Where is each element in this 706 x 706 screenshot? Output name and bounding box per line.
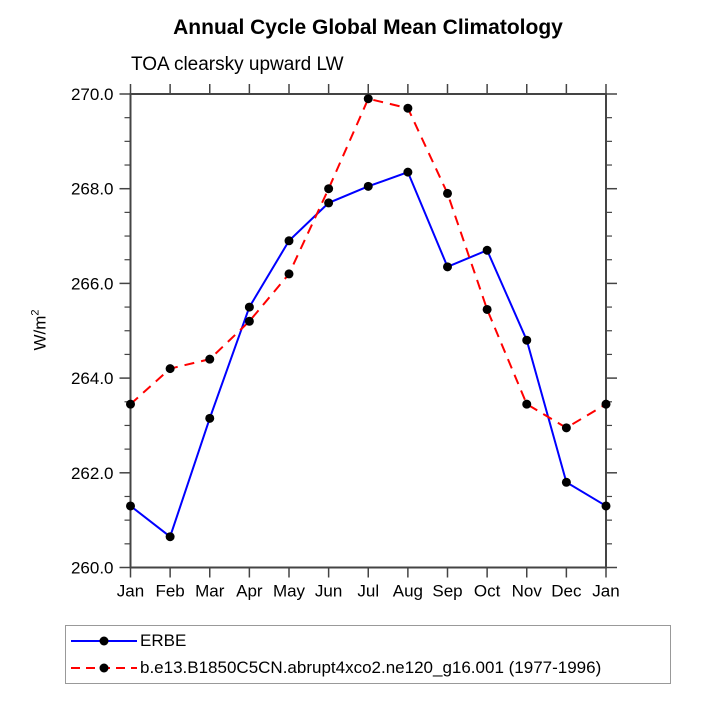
x-tick-label: Mar [195, 582, 225, 601]
model-data-point [126, 399, 135, 409]
y-tick-label: 264.0 [71, 369, 114, 388]
model-line [129, 97, 607, 429]
x-tick-label: Nov [512, 582, 543, 601]
x-tick-label: Jan [117, 582, 144, 601]
model-data-point [363, 94, 373, 104]
model-data-point [205, 354, 215, 364]
erbe-data-point [561, 477, 571, 487]
y-tick-label: 260.0 [71, 559, 114, 578]
legend-marker-sample [99, 663, 109, 673]
model-data-point [284, 269, 294, 279]
y-tick-label: 268.0 [71, 180, 114, 199]
erbe-data-point [522, 335, 532, 345]
model-data-point [165, 364, 175, 374]
legend: ERBE b.e13.B1850C5CN.abrupt4xco2.ne120_g… [65, 625, 671, 684]
x-tick-label: Dec [551, 582, 582, 601]
legend-marker-sample [99, 636, 109, 646]
erbe-data-point [363, 181, 373, 191]
x-tick-label: May [273, 582, 306, 601]
x-tick-label: Sep [432, 582, 462, 601]
erbe-line [129, 170, 607, 539]
legend-label-erbe: ERBE [140, 631, 187, 650]
x-tick-label: Oct [474, 582, 501, 601]
model-data-point [482, 304, 492, 314]
chart-subtitle: TOA clearsky upward LW [131, 54, 344, 75]
model-data-point [244, 316, 254, 326]
x-tick-label: Apr [236, 582, 263, 601]
erbe-data-point [205, 413, 215, 423]
legend-item-model: b.e13.B1850C5CN.abrupt4xco2.ne120_g16.00… [69, 656, 670, 680]
plot-frame [129, 93, 607, 569]
model-data-point [403, 103, 413, 113]
erbe-data-point [165, 532, 175, 542]
model-data-point [522, 399, 532, 409]
erbe-data-point [443, 262, 452, 272]
model-data-point [443, 188, 452, 198]
erbe-data-point [601, 501, 611, 511]
model-data-point [324, 184, 334, 194]
y-tick-label: 262.0 [71, 464, 114, 483]
erbe-data-point [126, 501, 135, 511]
legend-item-erbe: ERBE [69, 629, 670, 653]
model-data-point [561, 423, 571, 433]
y-tick-label: 266.0 [71, 274, 114, 293]
model-data-point [601, 399, 611, 409]
legend-label-model: b.e13.B1850C5CN.abrupt4xco2.ne120_g16.00… [140, 658, 602, 677]
erbe-data-point [284, 236, 294, 246]
erbe-data-point [482, 245, 492, 255]
erbe-data-point [403, 167, 413, 177]
x-tick-label: Feb [155, 582, 184, 601]
x-tick-label: Aug [393, 582, 423, 601]
x-tick-label: Jan [592, 582, 619, 601]
erbe-data-point [244, 302, 254, 312]
x-tick-label: Jun [315, 582, 342, 601]
y-tick-label: 270.0 [71, 85, 114, 104]
erbe-line-swatch [71, 636, 137, 646]
model-line-swatch [71, 663, 137, 673]
erbe-data-point [324, 198, 334, 208]
chart-title: Annual Cycle Global Mean Climatology [173, 16, 563, 39]
x-tick-label: Jul [357, 582, 379, 601]
